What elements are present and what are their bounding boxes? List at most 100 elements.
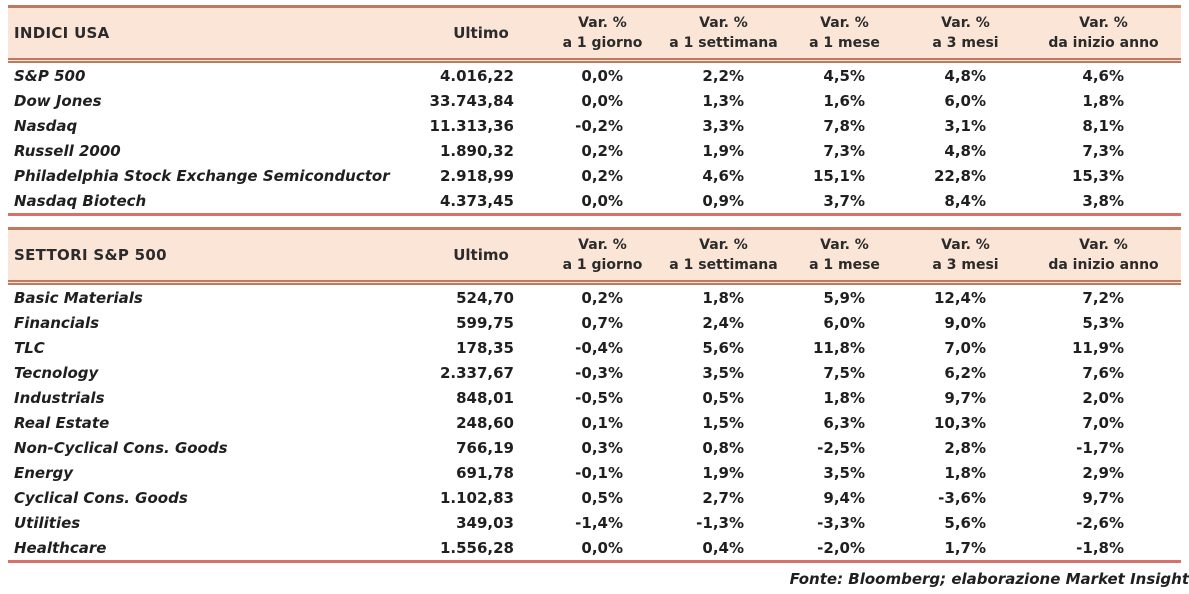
row-label: Non-Cyclical Cons. Goods xyxy=(14,438,228,457)
var-1w-cell: 1,9% xyxy=(702,463,744,482)
table-row: Healthcare 1.556,28 0,0% 0,4% -2,0% 1,7% -1,8% xyxy=(8,535,1181,563)
table-header-row: INDICI USA Ultimo Var. % a 1 giorno Var. … xyxy=(8,5,1181,63)
var-1m-cell: -3,3% xyxy=(817,513,865,532)
var-1m-cell: 4,5% xyxy=(823,66,865,85)
ultimo-cell: 248,60 xyxy=(456,413,514,432)
var-1m-cell: 3,7% xyxy=(784,188,905,216)
var-1d-cell: 0,3% xyxy=(581,438,623,457)
ultimo-cell: 524,70 xyxy=(456,288,514,307)
row-label: Nasdaq xyxy=(14,116,78,135)
row-label: Healthcare xyxy=(8,535,420,563)
table-title: SETTORI S&P 500 xyxy=(8,227,420,285)
var-1w-cell: 0,5% xyxy=(702,388,744,407)
var-3m-cell: 6,0% xyxy=(944,91,986,110)
col-header-var-ytd: Var. % da inizio anno xyxy=(1026,5,1181,63)
ultimo-cell: 766,19 xyxy=(456,438,514,457)
col-header-var-3months: Var. % a 3 mesi xyxy=(905,227,1026,285)
col-header-var-1day: Var. % a 1 giorno xyxy=(542,5,663,63)
period-label: a 1 giorno xyxy=(562,257,643,273)
var-1w-cell: 2,7% xyxy=(702,488,744,507)
var-label: Var. % xyxy=(578,237,627,253)
var-3m-cell: 7,0% xyxy=(944,338,986,357)
var-1d-cell: 0,0% xyxy=(581,91,623,110)
row-label: Dow Jones xyxy=(14,91,102,110)
var-label: Var. % xyxy=(820,15,869,31)
row-label: Basic Materials xyxy=(14,288,143,307)
var-ytd-cell: 7,6% xyxy=(1082,363,1124,382)
table-row: Dow Jones 33.743,84 0,0% 1,3% 1,6% 6,0% 1,8% xyxy=(8,88,1181,113)
row-label: Philadelphia Stock Exchange Semiconducto… xyxy=(14,166,390,185)
var-ytd-cell: 1,8% xyxy=(1082,91,1124,110)
var-1d-cell: -0,2% xyxy=(575,116,623,135)
table-row: Utilities 349,03 -1,4% -1,3% -3,3% 5,6% -2,6% xyxy=(8,510,1181,535)
var-ytd-cell: -2,6% xyxy=(1076,513,1124,532)
var-1d-cell: 0,1% xyxy=(581,413,623,432)
row-label: Cyclical Cons. Goods xyxy=(14,488,188,507)
var-3m-cell: 8,4% xyxy=(905,188,1026,216)
row-label: Real Estate xyxy=(14,413,110,432)
var-1m-cell: 9,4% xyxy=(823,488,865,507)
var-1d-cell: -0,5% xyxy=(575,388,623,407)
sectors-sp500-table: SETTORI S&P 500 Ultimo Var. % a 1 giorno … xyxy=(8,227,1181,563)
var-1m-cell: 5,9% xyxy=(823,288,865,307)
period-label: a 1 mese xyxy=(809,35,880,51)
ultimo-cell: 178,35 xyxy=(456,338,514,357)
var-ytd-cell: 9,7% xyxy=(1082,488,1124,507)
ultimo-cell: 4.016,22 xyxy=(439,66,514,85)
var-label: Var. % xyxy=(1079,15,1128,31)
var-1m-cell: -2,0% xyxy=(784,535,905,563)
col-header-ultimo: Ultimo xyxy=(420,5,542,63)
row-label: Russell 2000 xyxy=(14,141,121,160)
table-row: Philadelphia Stock Exchange Semiconducto… xyxy=(8,163,1181,188)
var-3m-cell: 22,8% xyxy=(933,166,986,185)
var-ytd-cell: -1,8% xyxy=(1026,535,1181,563)
col-header-var-1week: Var. % a 1 settimana xyxy=(663,5,784,63)
var-1w-cell: 2,2% xyxy=(702,66,744,85)
var-1d-cell: 0,0% xyxy=(542,535,663,563)
row-label: Industrials xyxy=(14,388,105,407)
var-1w-cell: -1,3% xyxy=(696,513,744,532)
var-ytd-cell: 8,1% xyxy=(1082,116,1124,135)
ultimo-cell: 691,78 xyxy=(456,463,514,482)
period-label: a 3 mesi xyxy=(932,35,999,51)
var-1m-cell: 7,8% xyxy=(823,116,865,135)
var-ytd-cell: 7,0% xyxy=(1082,413,1124,432)
var-1m-cell: 6,3% xyxy=(823,413,865,432)
period-label: a 1 mese xyxy=(809,257,880,273)
var-3m-cell: 1,8% xyxy=(944,463,986,482)
col-header-ultimo: Ultimo xyxy=(420,227,542,285)
var-ytd-cell: 2,9% xyxy=(1082,463,1124,482)
period-label: a 1 settimana xyxy=(669,257,778,273)
var-1w-cell: 0,9% xyxy=(663,188,784,216)
var-3m-cell: 4,8% xyxy=(944,66,986,85)
period-label: da inizio anno xyxy=(1048,257,1159,273)
var-3m-cell: 9,7% xyxy=(944,388,986,407)
var-label: Var. % xyxy=(699,237,748,253)
var-1d-cell: 0,0% xyxy=(581,66,623,85)
var-1m-cell: 11,8% xyxy=(812,338,865,357)
var-1d-cell: 0,7% xyxy=(581,313,623,332)
var-1d-cell: 0,2% xyxy=(581,141,623,160)
var-1d-cell: -1,4% xyxy=(575,513,623,532)
period-label: a 1 settimana xyxy=(669,35,778,51)
var-1m-cell: 7,5% xyxy=(823,363,865,382)
var-1m-cell: 6,0% xyxy=(823,313,865,332)
var-1w-cell: 1,3% xyxy=(702,91,744,110)
col-header-var-1month: Var. % a 1 mese xyxy=(784,5,905,63)
var-1m-cell: 15,1% xyxy=(812,166,865,185)
col-header-var-1month: Var. % a 1 mese xyxy=(784,227,905,285)
var-ytd-cell: 5,3% xyxy=(1082,313,1124,332)
table-row: Nasdaq 11.313,36 -0,2% 3,3% 7,8% 3,1% 8,1% xyxy=(8,113,1181,138)
var-1m-cell: 7,3% xyxy=(823,141,865,160)
table-header-row: SETTORI S&P 500 Ultimo Var. % a 1 giorno … xyxy=(8,227,1181,285)
row-label: Energy xyxy=(14,463,74,482)
ultimo-cell: 4.373,45 xyxy=(420,188,542,216)
ultimo-cell: 599,75 xyxy=(456,313,514,332)
period-label: da inizio anno xyxy=(1048,35,1159,51)
var-3m-cell: 9,0% xyxy=(944,313,986,332)
row-label: Tecnology xyxy=(14,363,99,382)
ultimo-cell: 1.556,28 xyxy=(420,535,542,563)
row-label: Nasdaq Biotech xyxy=(8,188,420,216)
var-1d-cell: 0,2% xyxy=(581,166,623,185)
ultimo-cell: 848,01 xyxy=(456,388,514,407)
